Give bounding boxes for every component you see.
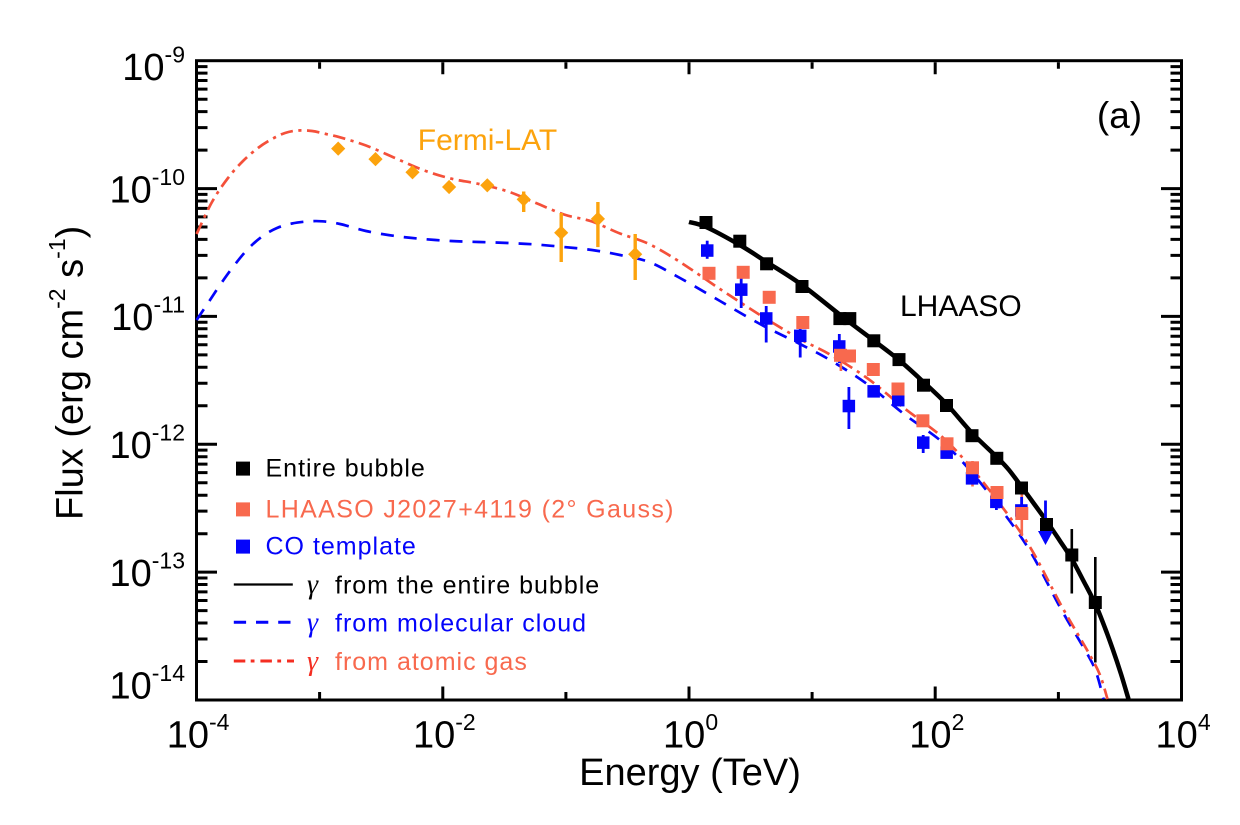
svg-text:LHAASO: LHAASO <box>900 290 1022 323</box>
svg-text:10-9: 10-9 <box>122 41 185 89</box>
svg-text:10-14: 10-14 <box>109 660 185 708</box>
svg-text:(a): (a) <box>1097 95 1142 136</box>
svg-text:102: 102 <box>909 709 964 757</box>
svg-text:Entire bubble: Entire bubble <box>266 455 426 483</box>
svg-text:from molecular cloud: from molecular cloud <box>335 610 587 638</box>
svg-text:Energy (TeV): Energy (TeV) <box>579 752 801 794</box>
svg-text:LHAASO J2027+4119 (2° Gauss): LHAASO J2027+4119 (2° Gauss) <box>266 495 675 523</box>
svg-text:10-13: 10-13 <box>109 547 185 595</box>
svg-text:Flux (erg cm-2 s-1): Flux (erg cm-2 s-1) <box>44 226 92 520</box>
svg-text:from atomic gas: from atomic gas <box>335 648 528 676</box>
svg-text:γ: γ <box>307 570 319 601</box>
svg-text:γ: γ <box>307 646 319 677</box>
svg-text:γ: γ <box>307 608 319 639</box>
svg-text:CO template: CO template <box>266 533 417 561</box>
svg-text:from the entire bubble: from the entire bubble <box>335 572 600 600</box>
svg-text:Fermi-LAT: Fermi-LAT <box>418 124 557 157</box>
